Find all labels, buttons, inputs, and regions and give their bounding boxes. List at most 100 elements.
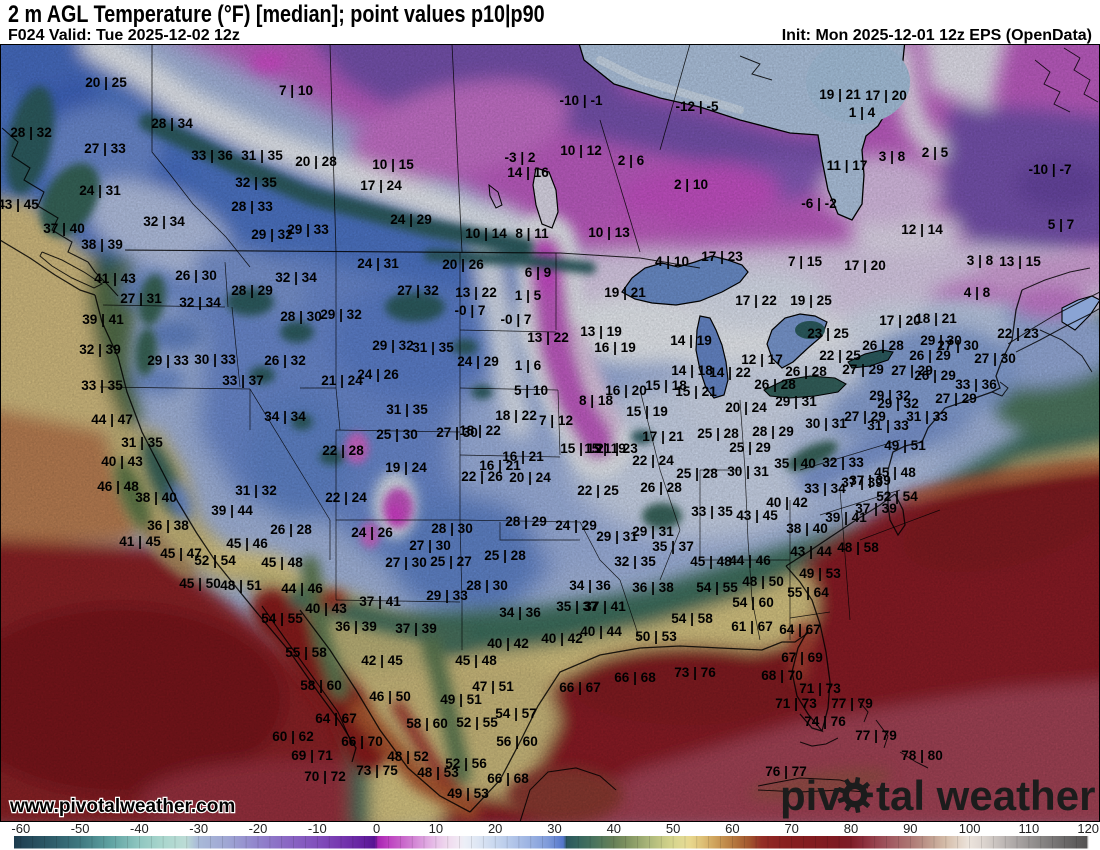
svg-text:58 | 60: 58 | 60 [300,678,342,693]
svg-text:45 | 48: 45 | 48 [690,554,732,569]
svg-text:15 | 19: 15 | 19 [626,404,668,419]
svg-text:29 | 32: 29 | 32 [877,396,919,411]
svg-text:40 | 44: 40 | 44 [580,624,622,639]
svg-text:29 | 33: 29 | 33 [287,222,329,237]
svg-text:19 | 21: 19 | 21 [604,285,646,300]
svg-text:-60: -60 [11,822,30,836]
svg-text:19 | 21: 19 | 21 [819,87,861,102]
svg-text:44 | 46: 44 | 46 [729,553,771,568]
svg-text:31 | 35: 31 | 35 [386,402,428,417]
svg-text:4 | 10: 4 | 10 [655,254,689,269]
svg-text:18 | 22: 18 | 22 [495,408,537,423]
svg-text:71 | 73: 71 | 73 [775,696,817,711]
svg-text:28 | 30: 28 | 30 [280,309,322,324]
svg-text:25 | 28: 25 | 28 [697,426,739,441]
svg-text:28 | 34: 28 | 34 [151,116,193,131]
svg-text:39 | 44: 39 | 44 [211,503,253,518]
svg-text:20 | 25: 20 | 25 [85,75,127,90]
svg-text:50 | 53: 50 | 53 [635,629,677,644]
svg-text:29 | 32: 29 | 32 [372,338,414,353]
svg-text:76 | 77: 76 | 77 [765,764,807,779]
svg-text:37 | 39: 37 | 39 [395,621,437,636]
svg-text:46 | 48: 46 | 48 [97,479,139,494]
svg-text:32 | 39: 32 | 39 [79,342,121,357]
svg-text:54 | 55: 54 | 55 [261,611,303,626]
svg-text:40 | 43: 40 | 43 [101,454,143,469]
svg-text:27 | 30: 27 | 30 [409,538,451,553]
svg-text:15 | 19: 15 | 19 [560,441,602,456]
svg-text:33 | 37: 33 | 37 [222,373,264,388]
svg-text:26 | 28: 26 | 28 [640,480,682,495]
svg-text:27 | 32: 27 | 32 [397,283,439,298]
svg-text:2 | 6: 2 | 6 [618,153,645,168]
svg-text:1 | 4: 1 | 4 [849,105,876,120]
svg-text:64 | 67: 64 | 67 [779,622,821,637]
svg-text:37 | 41: 37 | 41 [584,599,626,614]
svg-text:7 | 15: 7 | 15 [788,254,822,269]
svg-text:73 | 75: 73 | 75 [356,763,398,778]
svg-text:70: 70 [784,822,798,836]
svg-text:3 | 8: 3 | 8 [879,149,906,164]
svg-text:25 | 27: 25 | 27 [430,554,472,569]
svg-text:54 | 60: 54 | 60 [732,595,774,610]
svg-text:20 | 28: 20 | 28 [295,154,337,169]
svg-text:12 | 14: 12 | 14 [901,222,943,237]
svg-text:66 | 67: 66 | 67 [559,680,601,695]
svg-text:26 | 29: 26 | 29 [914,368,956,383]
svg-text:49 | 53: 49 | 53 [799,566,841,581]
svg-text:24 | 26: 24 | 26 [357,367,399,382]
svg-text:27 | 29: 27 | 29 [935,391,977,406]
svg-text:49 | 53: 49 | 53 [447,786,489,801]
svg-text:30 | 31: 30 | 31 [805,416,847,431]
svg-text:32 | 34: 32 | 34 [143,214,185,229]
svg-text:22 | 26: 22 | 26 [461,469,503,484]
svg-text:28 | 33: 28 | 33 [231,199,273,214]
svg-text:18 | 22: 18 | 22 [459,423,501,438]
svg-text:36 | 38: 36 | 38 [632,580,674,595]
svg-text:67 | 69: 67 | 69 [781,650,823,665]
svg-text:10 | 12: 10 | 12 [560,143,602,158]
svg-text:1 | 6: 1 | 6 [515,358,542,373]
svg-text:80: 80 [844,822,858,836]
svg-text:50: 50 [666,822,680,836]
svg-text:52 | 56: 52 | 56 [445,756,487,771]
svg-text:0: 0 [373,822,380,836]
svg-text:22 | 24: 22 | 24 [632,453,674,468]
svg-text:27 | 33: 27 | 33 [84,141,126,156]
svg-text:23 | 25: 23 | 25 [807,326,849,341]
svg-text:29 | 33: 29 | 33 [426,588,468,603]
svg-text:25 | 28: 25 | 28 [484,548,526,563]
svg-text:28 | 30: 28 | 30 [466,578,508,593]
svg-text:6 | 9: 6 | 9 [525,265,552,280]
svg-text:70 | 72: 70 | 72 [304,769,346,784]
svg-text:22 | 24: 22 | 24 [325,490,367,505]
svg-text:39 | 41: 39 | 41 [82,312,124,327]
svg-text:17 | 20: 17 | 20 [865,88,907,103]
svg-text:78 | 80: 78 | 80 [901,748,943,763]
svg-text:30 | 33: 30 | 33 [194,352,236,367]
svg-text:5 | 7: 5 | 7 [1048,217,1074,232]
svg-text:piv: piv [780,772,841,819]
svg-text:71 | 73: 71 | 73 [799,681,841,696]
svg-text:66 | 70: 66 | 70 [341,734,383,749]
svg-text:17 | 21: 17 | 21 [642,429,684,444]
svg-text:3 | 8: 3 | 8 [967,253,994,268]
svg-text:www.pivotalweather.com: www.pivotalweather.com [9,796,235,817]
svg-text:22 | 23: 22 | 23 [997,326,1039,341]
svg-text:8 | 11: 8 | 11 [515,226,549,241]
svg-text:68 | 70: 68 | 70 [761,668,803,683]
svg-text:13 | 22: 13 | 22 [527,330,569,345]
svg-text:7 | 10: 7 | 10 [279,83,313,98]
svg-text:100: 100 [959,822,981,836]
svg-text:38 | 40: 38 | 40 [786,521,828,536]
svg-text:14 | 16: 14 | 16 [507,165,549,180]
svg-text:34 | 36: 34 | 36 [499,605,541,620]
svg-text:26 | 28: 26 | 28 [270,522,312,537]
svg-text:49 | 51: 49 | 51 [884,438,926,453]
svg-text:28 | 29: 28 | 29 [752,424,794,439]
svg-text:7 | 12: 7 | 12 [539,413,573,428]
svg-text:32 | 35: 32 | 35 [614,554,656,569]
svg-text:31 | 35: 31 | 35 [121,435,163,450]
svg-text:25 | 28: 25 | 28 [676,466,718,481]
svg-text:49 | 51: 49 | 51 [440,692,482,707]
